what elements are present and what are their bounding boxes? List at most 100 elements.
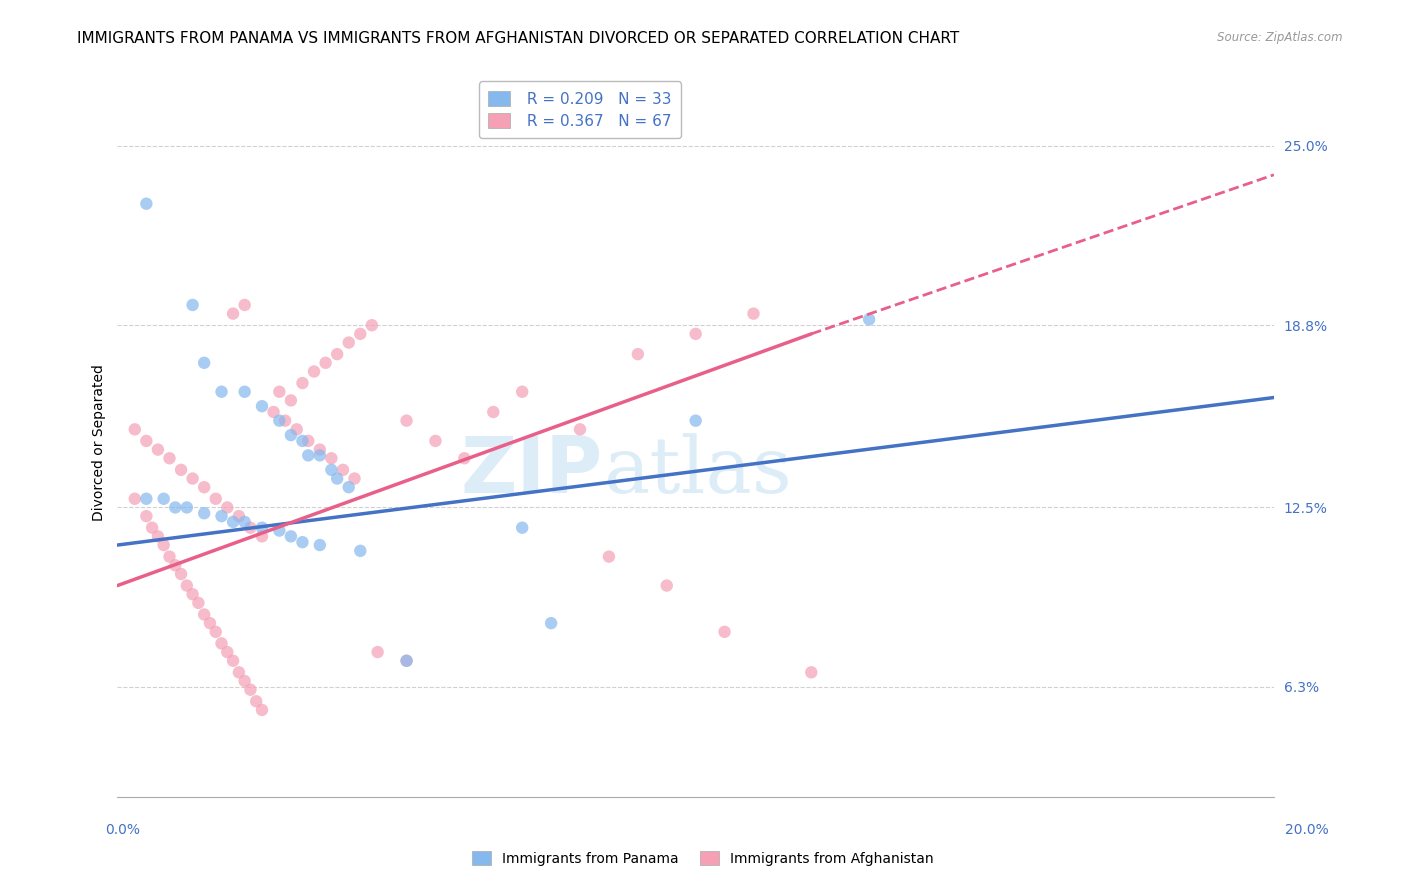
Point — [250, 703, 273, 717]
Point — [280, 529, 302, 543]
Point — [222, 515, 245, 529]
Point — [510, 521, 533, 535]
Point — [627, 347, 650, 361]
Point — [308, 442, 330, 457]
Point — [291, 535, 314, 549]
Point — [349, 326, 371, 341]
Point — [250, 529, 273, 543]
Point — [217, 645, 239, 659]
Point — [250, 521, 273, 535]
Point — [165, 558, 187, 573]
Point — [245, 694, 267, 708]
Point — [228, 509, 250, 524]
Point — [124, 422, 146, 436]
Point — [308, 538, 330, 552]
Point — [655, 578, 678, 592]
Point — [152, 538, 174, 552]
Text: atlas: atlas — [603, 433, 792, 508]
Point — [395, 654, 418, 668]
Legend: Immigrants from Panama, Immigrants from Afghanistan: Immigrants from Panama, Immigrants from … — [464, 843, 942, 874]
Point — [302, 364, 325, 378]
Point — [713, 624, 735, 639]
Point — [233, 673, 256, 688]
Point — [159, 549, 181, 564]
Point — [332, 463, 354, 477]
Point — [146, 529, 169, 543]
Point — [233, 298, 256, 312]
Point — [685, 326, 707, 341]
Point — [280, 393, 302, 408]
Point — [211, 509, 233, 524]
Point — [170, 463, 193, 477]
Point — [297, 449, 319, 463]
Point — [285, 422, 308, 436]
Text: Source: ZipAtlas.com: Source: ZipAtlas.com — [1218, 31, 1343, 45]
Point — [198, 616, 221, 631]
Point — [685, 414, 707, 428]
Point — [326, 471, 349, 485]
Point — [181, 587, 204, 601]
Point — [269, 384, 291, 399]
Point — [165, 500, 187, 515]
Point — [222, 654, 245, 668]
Point — [349, 544, 371, 558]
Point — [482, 405, 505, 419]
Point — [800, 665, 823, 680]
Point — [211, 636, 233, 650]
Legend:  R = 0.209   N = 33,  R = 0.367   N = 67: R = 0.209 N = 33, R = 0.367 N = 67 — [479, 81, 681, 138]
Point — [360, 318, 382, 333]
Point — [598, 549, 620, 564]
Point — [141, 521, 163, 535]
Text: ZIP: ZIP — [461, 433, 603, 508]
Point — [321, 451, 343, 466]
Point — [204, 624, 226, 639]
Point — [321, 463, 343, 477]
Point — [239, 682, 262, 697]
Point — [176, 578, 198, 592]
Point — [187, 596, 209, 610]
Point — [326, 347, 349, 361]
Point — [233, 384, 256, 399]
Point — [135, 434, 157, 448]
Point — [540, 616, 562, 631]
Point — [297, 434, 319, 448]
Point — [217, 500, 239, 515]
Point — [176, 500, 198, 515]
Point — [569, 422, 592, 436]
Point — [124, 491, 146, 506]
Point — [250, 399, 273, 413]
Point — [222, 307, 245, 321]
Point — [181, 471, 204, 485]
Point — [211, 384, 233, 399]
Point — [269, 414, 291, 428]
Point — [425, 434, 447, 448]
Point — [510, 384, 533, 399]
Point — [135, 491, 157, 506]
Text: 0.0%: 0.0% — [105, 823, 141, 837]
Point — [170, 566, 193, 581]
Point — [337, 480, 360, 494]
Point — [159, 451, 181, 466]
Point — [239, 521, 262, 535]
Point — [193, 356, 215, 370]
Point — [181, 298, 204, 312]
Point — [367, 645, 389, 659]
Point — [228, 665, 250, 680]
Point — [274, 414, 297, 428]
Point — [858, 312, 880, 326]
Point — [135, 196, 157, 211]
Point — [337, 335, 360, 350]
Point — [152, 491, 174, 506]
Point — [291, 376, 314, 390]
Text: 20.0%: 20.0% — [1285, 823, 1329, 837]
Point — [233, 515, 256, 529]
Point — [291, 434, 314, 448]
Point — [193, 480, 215, 494]
Point — [146, 442, 169, 457]
Point — [193, 607, 215, 622]
Point — [204, 491, 226, 506]
Point — [395, 654, 418, 668]
Point — [135, 509, 157, 524]
Y-axis label: Divorced or Separated: Divorced or Separated — [93, 364, 107, 521]
Point — [343, 471, 366, 485]
